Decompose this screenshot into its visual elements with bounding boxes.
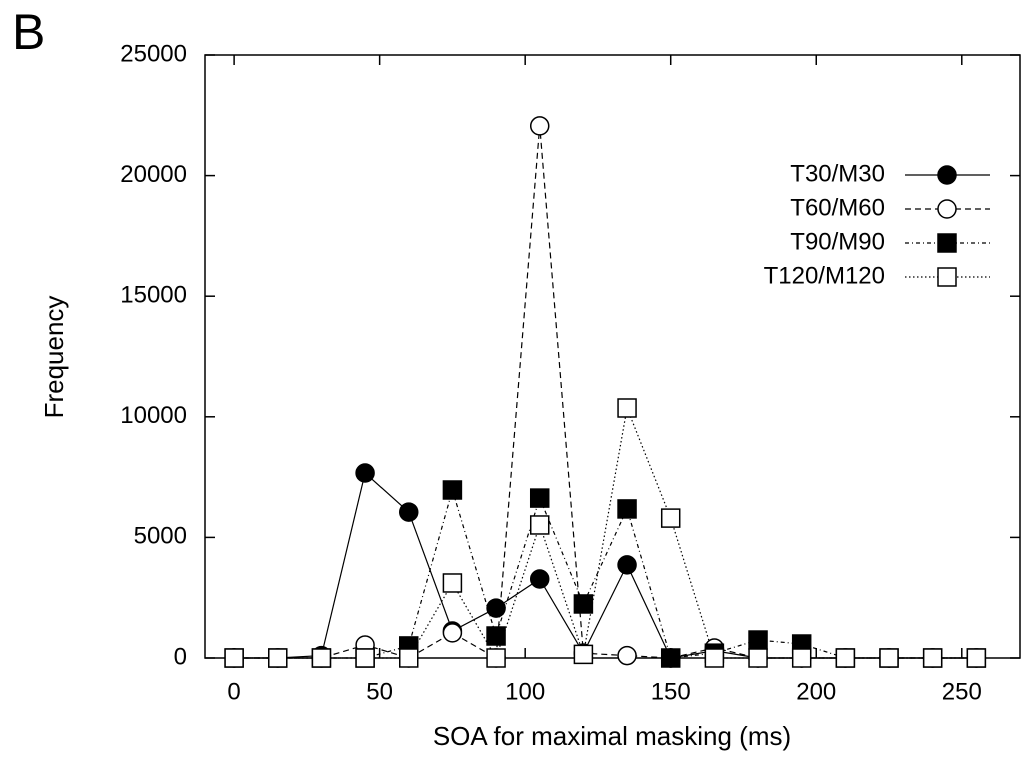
point	[442, 573, 463, 593]
point	[573, 644, 594, 665]
legend-marker	[937, 233, 957, 253]
y-axis-label: Frequency	[39, 296, 69, 419]
legend-marker	[937, 165, 957, 185]
point	[573, 594, 594, 614]
point	[529, 569, 550, 589]
point	[617, 645, 637, 666]
point	[486, 626, 506, 646]
point	[442, 623, 463, 643]
legend-label: T30/M30	[790, 160, 885, 187]
series-line	[234, 487, 977, 659]
x-tick-label: 200	[796, 678, 836, 705]
point	[529, 116, 550, 136]
y-tick-label: 5000	[134, 523, 187, 550]
y-tick-label: 10000	[120, 402, 187, 429]
point	[617, 499, 637, 519]
legend-label: T60/M60	[790, 194, 885, 221]
point	[922, 648, 943, 668]
legend-label: T90/M90	[790, 228, 885, 255]
series-line	[234, 471, 977, 659]
point	[966, 648, 987, 668]
y-tick-label: 25000	[120, 40, 187, 67]
y-tick-label: 20000	[120, 161, 187, 188]
x-tick-label: 150	[651, 678, 691, 705]
point	[748, 630, 768, 650]
point	[617, 555, 637, 575]
point	[529, 515, 550, 535]
y-tick-label: 15000	[120, 282, 187, 309]
y-tick-label: 0	[174, 643, 187, 670]
point	[617, 398, 637, 418]
legend-marker	[937, 199, 957, 219]
point	[442, 480, 463, 500]
point	[311, 648, 332, 668]
point	[660, 648, 681, 668]
point	[791, 648, 812, 668]
point	[748, 648, 768, 668]
x-tick-label: 0	[227, 678, 240, 705]
point	[835, 648, 856, 668]
point	[355, 648, 375, 668]
series-line	[234, 405, 977, 660]
point	[704, 648, 725, 668]
x-tick-label: 100	[505, 678, 545, 705]
point	[660, 508, 681, 528]
x-tick-label: 50	[366, 678, 393, 705]
point	[486, 648, 506, 668]
x-axis-label: SOA for maximal masking (ms)	[433, 721, 791, 751]
point	[486, 598, 506, 618]
point	[529, 488, 550, 508]
point	[879, 648, 899, 668]
point	[399, 648, 419, 668]
legend-label: T120/M120	[764, 262, 885, 289]
point	[399, 502, 419, 522]
point	[355, 463, 375, 483]
panel-label: B	[12, 4, 45, 60]
point	[268, 648, 288, 668]
plot-frame	[204, 54, 1021, 659]
point	[224, 648, 244, 668]
x-tick-label: 250	[942, 678, 982, 705]
legend-marker	[937, 267, 957, 287]
